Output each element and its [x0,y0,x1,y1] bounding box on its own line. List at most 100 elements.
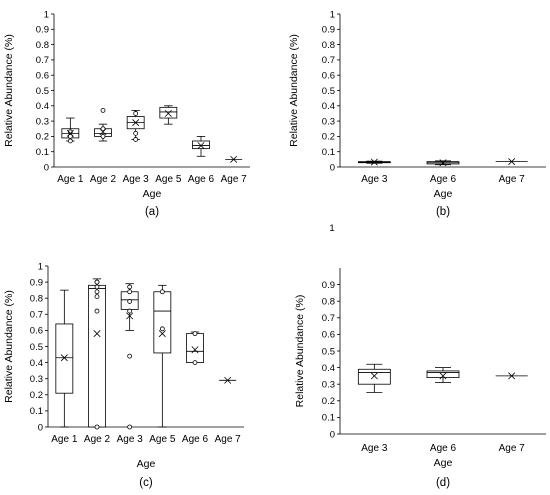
y-axis-title: Relative Abundance (%) [294,295,306,408]
box-age-7 [225,155,243,163]
mean-marker [224,376,232,384]
y-tick-label: 0.4 [322,101,335,112]
mean-marker [99,128,107,136]
x-tick-label: Age 7 [499,443,526,454]
x-tick-label: Age 6 [430,174,457,185]
box-age-7 [495,372,528,380]
outlier-point [67,138,73,144]
iqr-box [159,106,178,119]
y-tick-label: 0.7 [30,310,43,321]
panel-label: (c) [139,477,153,489]
box-age-5 [159,105,178,125]
panel-label: (d) [436,477,450,489]
y-tick-label: 0.7 [36,55,49,66]
iqr-box [88,284,106,428]
mean-marker [60,354,68,362]
box-age-6 [192,135,210,157]
iqr-box [186,333,204,363]
x-tick-label: Age 2 [90,174,117,185]
outlier-point [133,130,139,136]
box-age-3 [357,158,391,166]
panel-label: (a) [145,206,159,218]
y-tick-label: 0.9 [322,280,335,291]
y-tick-label: 0.7 [322,313,335,324]
outlier-point [192,331,198,337]
mean-marker [197,142,205,150]
box-age-6 [186,331,204,366]
y-axis-title: Relative Abundance (%) [3,34,15,147]
y-tick-label: 0.2 [30,390,43,401]
mean-marker [93,330,101,338]
outlier-point [94,279,100,285]
y-tick-label: 0.6 [30,326,43,337]
y-tick-label: 1 [44,9,49,20]
x-tick-label: Age 3 [117,434,144,445]
y-axis-title: Relative Abundance (%) [3,290,15,403]
box-age-2 [94,107,112,142]
y-tick-label: 0.6 [322,330,335,341]
panel-c: 0 0.1 0.2 0.3 0.4 0.5 0.6 0.7 0.8 0.9 1 Age 1 Age 2 A… [3,261,244,489]
outlier-point [127,353,133,359]
box-age-7 [495,158,528,166]
x-tick-label: Age 7 [215,434,242,445]
outlier-point [192,360,198,366]
outlier-point [100,133,106,139]
mean-marker [370,158,378,166]
box-age-6 [426,367,460,383]
mean-marker [230,155,238,163]
y-tick-label: 0.1 [36,147,49,158]
outlier-point [100,126,106,132]
outlier-point [127,308,133,314]
panel-label: (b) [436,206,450,218]
x-tick-label: Age 3 [361,443,388,454]
y-tick-label: 0.1 [322,413,335,424]
box-age-1 [61,117,80,144]
y-tick-label: 0.8 [36,40,49,51]
x-tick-label: Age 1 [51,434,78,445]
y-tick-label: 0.3 [322,116,335,127]
y-tick-label: 1 [330,9,335,20]
x-axis-title: Age [143,188,162,200]
y-tick-label: 0.6 [36,71,49,82]
outlier-point [159,289,165,295]
y-tick-label: 0 [44,162,49,173]
box-age-3 [120,283,139,430]
iqr-box [153,291,172,354]
panel-b: 0 0.1 0.2 0.3 0.4 0.5 0.6 0.7 0.8 0.9 1 Age 3 Age 6 A… [288,9,546,218]
y-tick-label: 0.6 [322,71,335,82]
y-tick-label: 1 [329,223,334,234]
y-axis-title: Relative Abundance (%) [288,34,300,147]
outlier-point [94,289,100,295]
box-age-6 [426,159,460,167]
outlier-point [94,308,100,314]
iqr-box [357,368,391,385]
mean-marker [158,330,166,338]
y-tick-label: 0.4 [322,363,335,374]
outlier-point [127,424,133,430]
y-tick-label: 0.5 [322,86,335,97]
outlier-point [94,284,100,290]
x-tick-label: Age 7 [221,174,248,185]
y-tick-label: 0.8 [322,40,335,51]
mean-marker [508,158,516,166]
outlier-point [133,137,139,142]
outlier-point [94,424,100,430]
panel-d: 0 0.1 0.2 0.3 0.4 0.5 0.6 0.7 0.8 0.9 1 Age 3 Age 6 A… [294,223,546,489]
box-age-3 [126,109,145,142]
y-tick-label: 0.3 [36,116,49,127]
iqr-box [55,323,74,394]
y-tick-label: 0.9 [30,277,43,288]
x-tick-label: Age 3 [361,174,388,185]
x-tick-label: Age 7 [499,174,526,185]
outlier-point [67,133,73,139]
mean-marker [132,119,140,127]
mean-marker [126,312,134,320]
outlier-point [133,111,139,116]
x-tick-label: Age 5 [155,174,182,185]
x-axis-title: Age [434,457,453,469]
y-tick-label: 0.2 [322,396,335,407]
y-tick-label: 0.1 [322,147,335,158]
y-tick-label: 0.4 [30,358,43,369]
panel-a: 0 0.1 0.2 0.3 0.4 0.5 0.6 0.7 0.8 0.9 1 Age 1 Age 2 A… [3,9,250,218]
